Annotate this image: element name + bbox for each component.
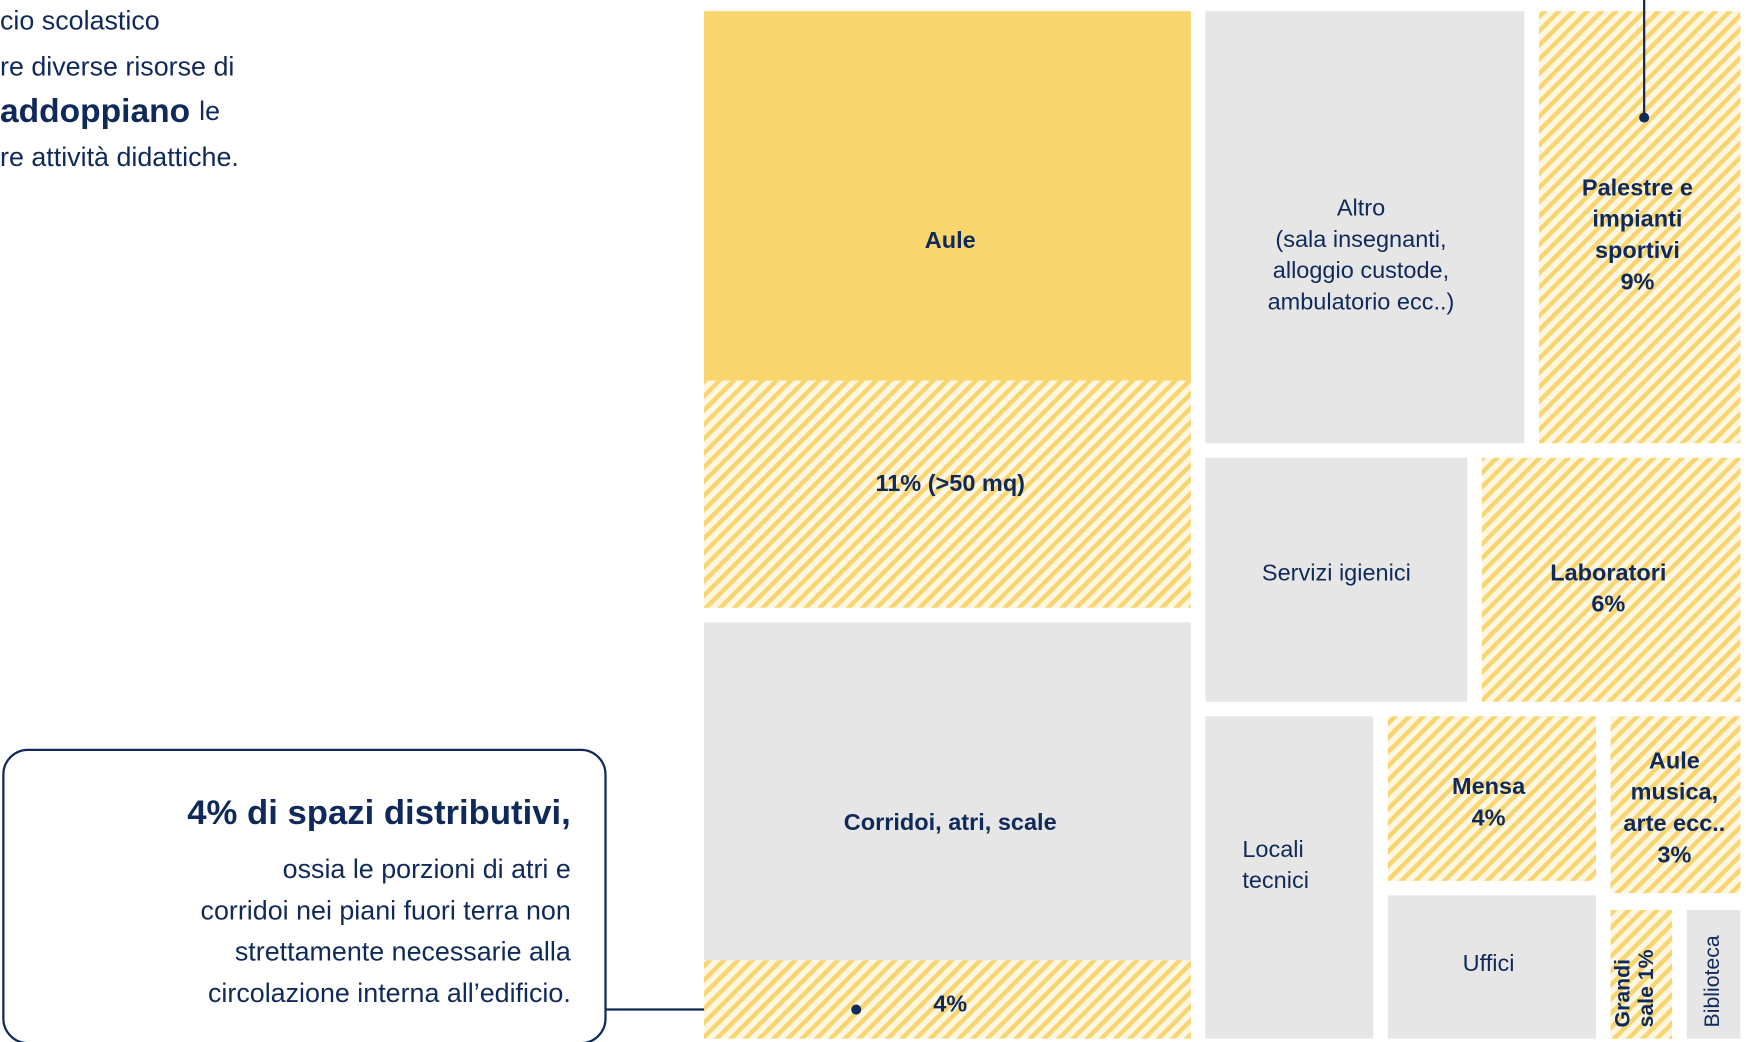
- callout-title: 4% di spazi distributivi,: [187, 794, 571, 832]
- cell-label: arte ecc..: [1623, 810, 1725, 836]
- cell-label: Aule: [925, 227, 976, 253]
- callout-line: corridoi nei piani fuori terra non: [201, 895, 571, 925]
- cell-label: Laboratori: [1550, 559, 1666, 585]
- intro-rest: le: [199, 96, 220, 126]
- cell-label: impianti: [1592, 206, 1682, 232]
- cell-label: sportivi: [1595, 237, 1680, 263]
- callout-line: circolazione interna all’edificio.: [208, 978, 571, 1008]
- treemap-cell: [1205, 11, 1525, 444]
- cell-label: Corridoi, atri, scale: [844, 809, 1057, 835]
- cell-label: ambulatorio ecc..): [1268, 289, 1455, 315]
- cell-label: musica,: [1631, 779, 1719, 805]
- intro-line: re diverse risorse di: [0, 51, 234, 81]
- treemap-cell: [1387, 716, 1597, 881]
- cell-label: Grandi: [1611, 959, 1635, 1027]
- treemap-cell: [703, 960, 1191, 1039]
- intro-line: addoppiano le: [0, 93, 220, 130]
- cell-label: (sala insegnanti,: [1275, 226, 1446, 252]
- cell-label: sale 1%: [1634, 949, 1658, 1027]
- cell-label: Aule: [1649, 747, 1700, 773]
- cell-label: 11% (>50 mq): [875, 470, 1025, 496]
- cell-label: Altro: [1337, 194, 1385, 220]
- intro-text: cio scolastico re diverse risorse di addop…: [0, 5, 239, 172]
- treemap-cell: [1610, 909, 1673, 1039]
- cell-label: 6%: [1591, 591, 1625, 617]
- cell-label: Locali: [1242, 836, 1303, 862]
- connector-dot: [851, 1004, 862, 1015]
- cell-label: Uffici: [1463, 950, 1515, 976]
- callout-line: ossia le porzioni di atri e: [283, 854, 571, 884]
- cell-label: Mensa: [1452, 773, 1526, 799]
- treemap-cell: [1610, 716, 1741, 894]
- treemap-cell: [703, 380, 1191, 608]
- treemap-cell: [1538, 11, 1741, 444]
- treemap-cell: [703, 11, 1191, 381]
- cell-label: Biblioteca: [1700, 935, 1724, 1027]
- cell-label: 3%: [1657, 841, 1691, 867]
- treemap-cell: [1686, 909, 1741, 1039]
- treemap: Aule 11% (>50 mq) Corridoi, atri, scale 4% A…: [703, 11, 1741, 1039]
- cell-label: Servizi igienici: [1262, 559, 1411, 585]
- intro-line: cio scolastico: [0, 5, 160, 35]
- treemap-cell: [703, 622, 1191, 961]
- cell-label: 9%: [1620, 268, 1654, 294]
- intro-emphasis: addoppiano: [0, 93, 190, 130]
- connector-dot: [1639, 112, 1650, 123]
- cell-label: 4%: [933, 990, 967, 1016]
- cell-label: tecnici: [1242, 867, 1309, 893]
- callout-box: [2, 748, 607, 1042]
- treemap-cell: [1387, 895, 1597, 1039]
- treemap-cell: [1205, 716, 1374, 1039]
- treemap-cell: [1205, 457, 1468, 702]
- cell-label: Palestre e: [1582, 174, 1693, 200]
- treemap-cell: [1481, 457, 1741, 702]
- callout-line: strettamente necessarie alla: [235, 937, 571, 967]
- cell-label: 4%: [1472, 804, 1506, 830]
- intro-line: re attività didattiche.: [0, 142, 239, 172]
- cell-label: alloggio custode,: [1273, 257, 1449, 283]
